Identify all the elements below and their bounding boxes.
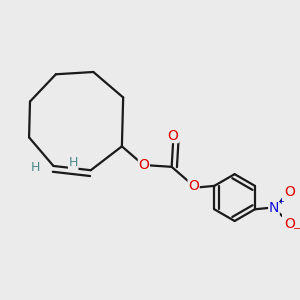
Text: O: O bbox=[168, 128, 178, 142]
Text: O: O bbox=[285, 185, 296, 199]
Text: O: O bbox=[138, 158, 149, 172]
Text: −: − bbox=[293, 224, 300, 234]
Text: O: O bbox=[285, 217, 296, 231]
Text: O: O bbox=[188, 179, 199, 193]
Text: +: + bbox=[277, 197, 284, 206]
Text: H: H bbox=[31, 161, 40, 174]
Text: N: N bbox=[269, 201, 279, 215]
Text: H: H bbox=[68, 156, 78, 170]
